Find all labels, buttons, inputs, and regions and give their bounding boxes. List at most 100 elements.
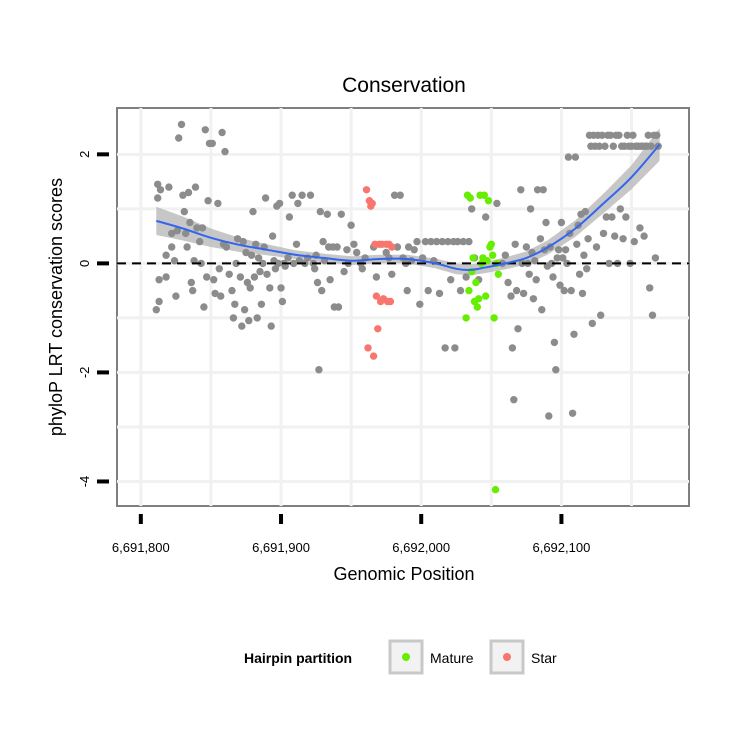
point-other [510, 396, 518, 404]
point-other [507, 292, 515, 300]
point-other [559, 254, 567, 262]
point-other [229, 314, 238, 322]
point-other [162, 273, 170, 281]
y-tick-label: 2 [77, 151, 92, 158]
point-other [605, 259, 613, 268]
point-other [583, 265, 591, 273]
point-other [619, 235, 627, 243]
point-other [531, 257, 539, 265]
point-other [323, 210, 331, 218]
point-other [550, 338, 559, 347]
y-tick-label: -4 [77, 476, 92, 488]
point-other [390, 191, 399, 199]
point-mature [472, 278, 480, 287]
point-other [441, 344, 449, 352]
x-tick-label: 6,692,100 [532, 540, 590, 555]
point-other [508, 344, 517, 352]
point-other [557, 218, 566, 227]
point-other [564, 153, 573, 161]
legend-label-star: Star [531, 650, 557, 666]
point-other [547, 259, 556, 268]
legend: Hairpin partition Mature Star [244, 639, 557, 675]
point-other [318, 286, 326, 295]
point-star [368, 199, 376, 208]
point-other [204, 197, 212, 205]
y-tick-label: -2 [77, 367, 92, 379]
point-other [245, 316, 253, 325]
point-other [257, 300, 266, 308]
point-other [501, 251, 509, 259]
point-mature [480, 191, 488, 199]
point-mature [465, 286, 473, 295]
point-other [179, 191, 187, 199]
point-other [211, 289, 219, 298]
point-other [552, 366, 560, 374]
point-other [315, 366, 323, 374]
point-other [347, 221, 355, 229]
point-other [247, 251, 256, 259]
point-other [156, 186, 165, 194]
points-other [152, 120, 662, 420]
point-other [353, 248, 361, 257]
point-other [343, 246, 351, 254]
axes: 6,691,800 6,691,900 6,692,000 6,692,100 2 0 -2… [77, 151, 590, 555]
point-other [653, 131, 661, 139]
point-other [504, 278, 512, 287]
point-star [388, 243, 396, 251]
point-other [263, 270, 271, 278]
point-other [629, 131, 637, 139]
point-other [284, 254, 292, 262]
point-other [444, 237, 452, 246]
point-other [168, 243, 176, 251]
point-other [267, 322, 275, 330]
point-other [319, 237, 327, 246]
legend-label-mature: Mature [430, 650, 474, 666]
point-other [554, 246, 563, 254]
point-other [285, 213, 294, 221]
point-other [403, 286, 411, 295]
point-other [542, 218, 550, 227]
point-other [575, 270, 584, 278]
point-other [249, 207, 257, 216]
point-other [221, 147, 229, 156]
point-other [172, 292, 180, 300]
point-other [393, 243, 402, 251]
point-other [152, 306, 160, 314]
point-other [592, 243, 601, 251]
point-other [154, 194, 162, 202]
point-other [274, 259, 282, 268]
point-other [545, 412, 553, 420]
point-other [526, 205, 535, 213]
point-other [454, 237, 462, 246]
point-other [432, 237, 441, 246]
point-mature [466, 194, 474, 202]
point-other [529, 295, 538, 303]
point-other [236, 273, 245, 281]
point-mature [494, 270, 502, 278]
point-other [571, 153, 580, 161]
point-other [584, 235, 592, 243]
point-other [289, 259, 298, 268]
point-other [636, 224, 644, 232]
point-star [372, 292, 381, 300]
point-other [217, 292, 225, 300]
point-other [372, 273, 381, 281]
point-other [292, 240, 301, 248]
point-other [578, 289, 587, 298]
point-other [462, 273, 470, 281]
x-tick-label: 6,691,900 [252, 540, 310, 555]
legend-dot-mature [402, 653, 410, 661]
point-other [222, 243, 231, 251]
point-other [225, 270, 233, 278]
point-other [611, 232, 619, 240]
point-other [191, 183, 200, 191]
point-other [210, 276, 218, 284]
point-other [588, 319, 596, 328]
point-other [651, 254, 660, 262]
point-other [396, 191, 404, 199]
point-other [306, 191, 315, 199]
point-other [465, 237, 473, 246]
point-star [369, 352, 378, 360]
point-mature [491, 485, 500, 494]
point-other [259, 259, 267, 268]
